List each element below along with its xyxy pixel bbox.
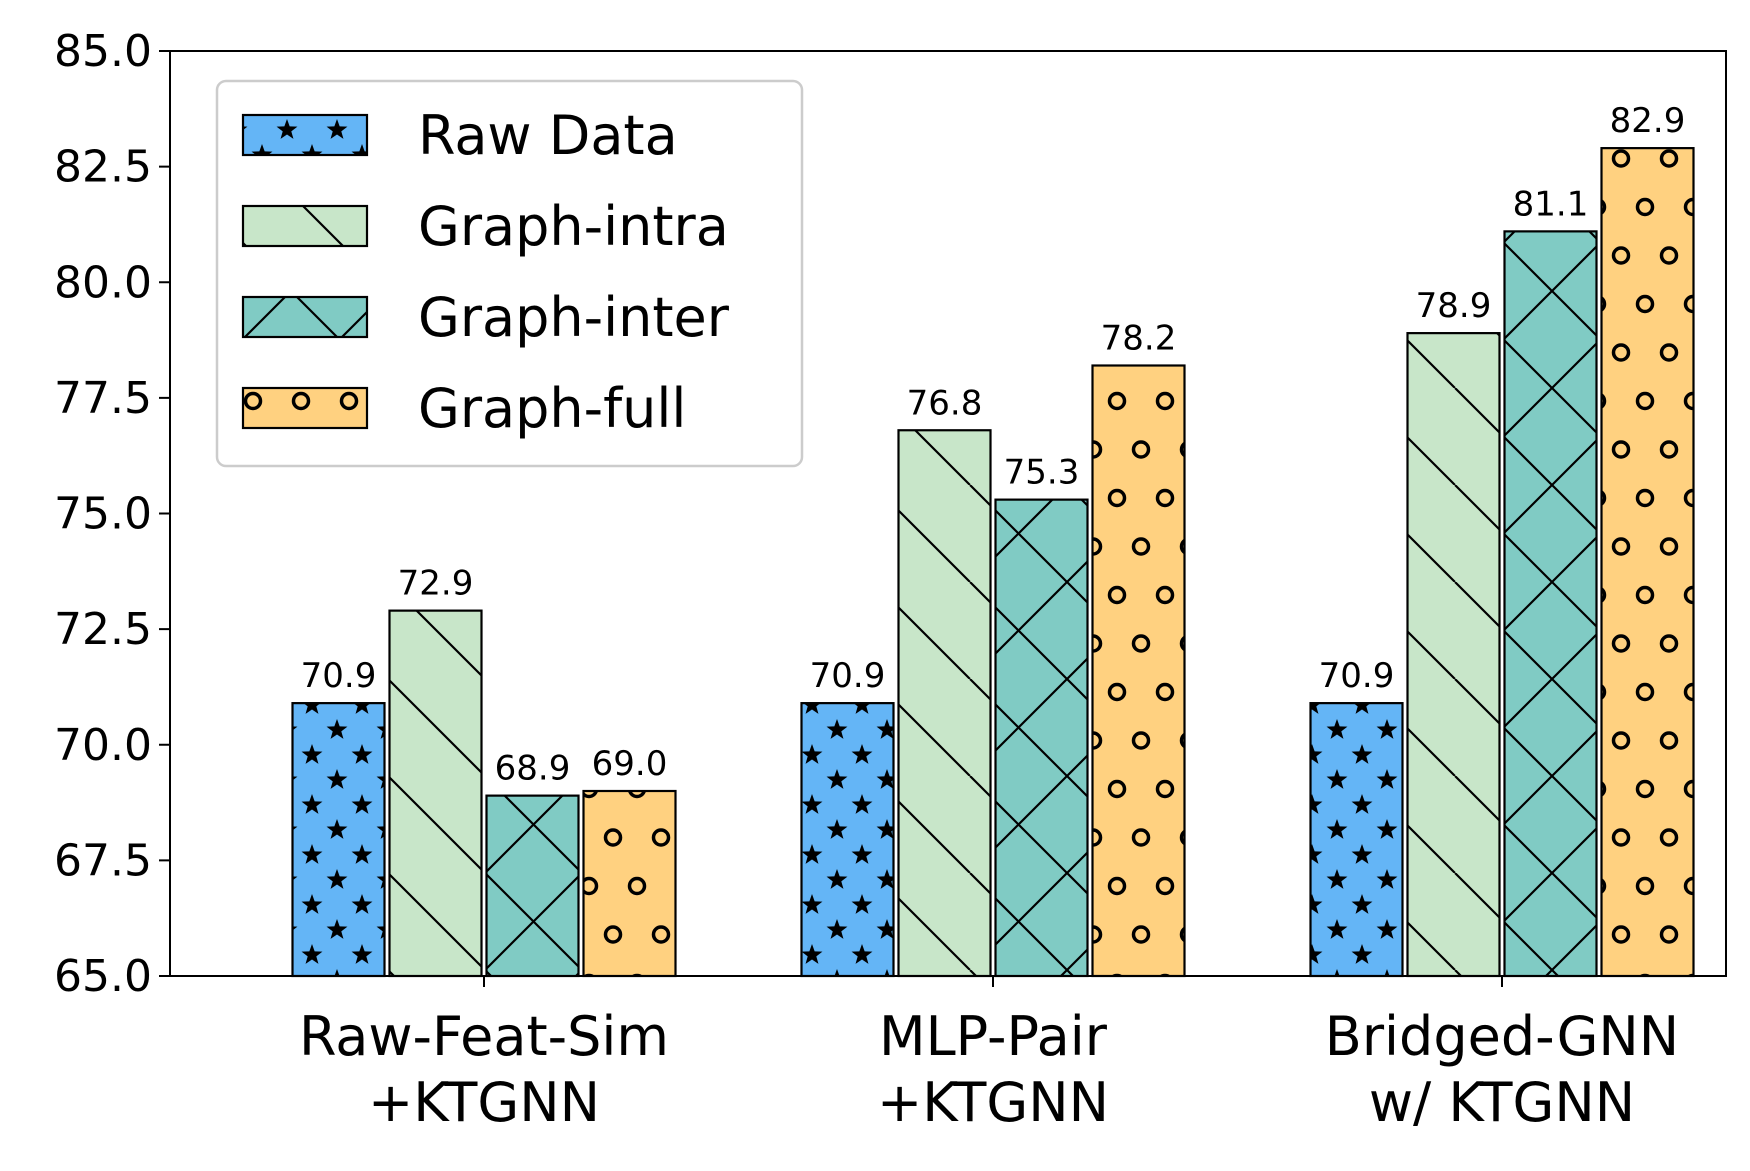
bar-raw-data-0 (291, 702, 386, 978)
y-tick-label: 85.0 (54, 26, 152, 77)
legend-item-raw-data: Raw Data (241, 104, 678, 167)
y-axis: 65.0 67.5 70.0 72.5 75.0 77.5 80.0 82.5 85.0 (54, 26, 170, 1002)
bar-raw-data-1 (800, 702, 895, 978)
bars-layer (291, 147, 1695, 978)
legend-label-graph-inter: Graph-inter (418, 286, 730, 349)
y-tick-label: 75.0 (54, 489, 152, 540)
legend-item-graph-inter: Graph-inter (241, 286, 730, 349)
legend-swatch-graph-full (241, 386, 369, 430)
x-tick-label-2: Bridged-GNN w/ KTGNN (1325, 1005, 1679, 1134)
value-label-graph-intra-1: 76.8 (907, 383, 983, 423)
value-label-graph-full-0: 69.0 (592, 744, 668, 784)
bar-graph-intra-1 (897, 429, 992, 978)
x-tick-label-1: MLP-Pair +KTGNN (877, 1005, 1109, 1134)
bar-graph-full-0 (582, 789, 677, 978)
y-tick-label: 77.5 (54, 373, 152, 424)
legend-label-graph-intra: Graph-intra (418, 195, 729, 258)
bar-graph-full-2 (1600, 147, 1695, 978)
bar-graph-inter-1 (994, 498, 1089, 978)
y-tick-label: 67.5 (54, 835, 152, 886)
legend-swatch-graph-inter (241, 295, 369, 339)
value-label-graph-inter-1: 75.3 (1004, 453, 1080, 493)
y-tick-label: 82.5 (54, 142, 152, 193)
y-tick-label: 70.0 (54, 720, 152, 771)
legend-frame (215, 79, 804, 468)
bar-raw-data-2 (1309, 702, 1404, 978)
bar-graph-inter-2 (1503, 230, 1598, 978)
y-tick-label: 65.0 (54, 951, 152, 1002)
y-tick-label: 80.0 (54, 257, 152, 308)
value-label-raw-data-1: 70.9 (810, 656, 886, 696)
legend-label-raw-data: Raw Data (418, 104, 678, 167)
bar-graph-intra-2 (1406, 332, 1501, 978)
bar-graph-inter-0 (485, 794, 580, 978)
x-axis: Raw-Feat-Sim +KTGNN MLP-Pair +KTGNN Bridged-… (299, 976, 1679, 1134)
legend-item-graph-intra: Graph-intra (241, 195, 729, 258)
value-label-raw-data-2: 70.9 (1319, 656, 1395, 696)
value-label-graph-intra-2: 78.9 (1416, 286, 1492, 326)
bar-graph-intra-0 (388, 609, 483, 978)
legend-swatch-graph-intra (241, 204, 369, 248)
value-label-graph-full-2: 82.9 (1610, 101, 1686, 141)
value-label-graph-inter-0: 68.9 (495, 749, 571, 789)
value-label-graph-full-1: 78.2 (1101, 319, 1177, 359)
legend-label-graph-full: Graph-full (418, 377, 686, 440)
legend: Raw Data Graph-intra Graph-inter Graph-full (215, 79, 804, 468)
y-tick-label: 72.5 (54, 604, 152, 655)
value-label-graph-intra-0: 72.9 (398, 564, 474, 604)
value-label-raw-data-0: 70.9 (301, 656, 377, 696)
value-label-graph-inter-2: 81.1 (1513, 184, 1589, 224)
value-labels-layer: 70.9 70.9 70.9 72.9 76.8 78.9 68.9 75.3 81.1 69.0… (301, 101, 1686, 789)
legend-swatch-raw-data (241, 113, 369, 157)
bar-graph-full-1 (1091, 364, 1186, 978)
x-tick-label-0: Raw-Feat-Sim +KTGNN (299, 1005, 669, 1134)
legend-item-graph-full: Graph-full (241, 377, 686, 440)
